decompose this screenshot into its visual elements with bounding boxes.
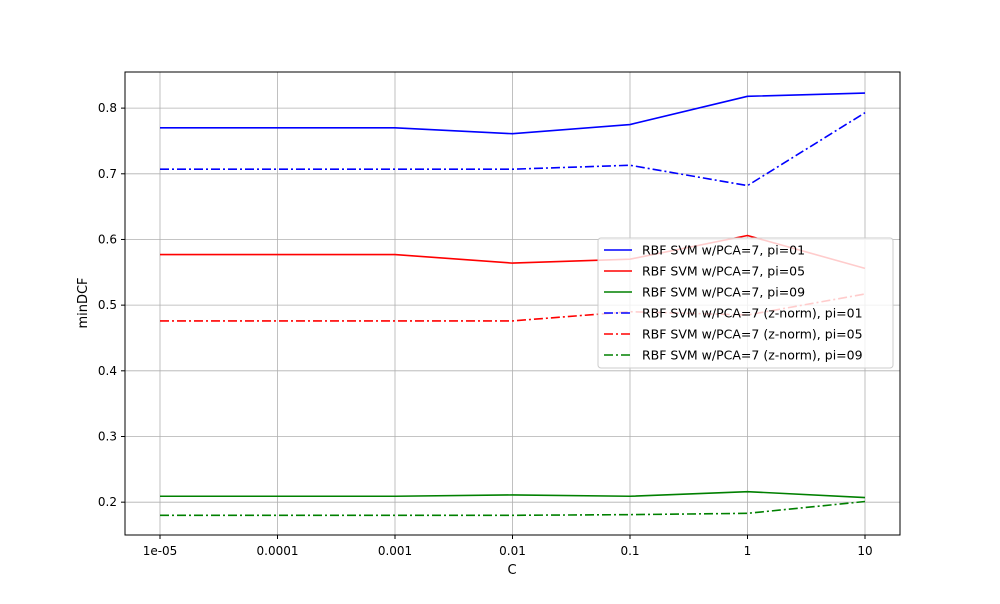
x-tick-label: 0.1 bbox=[620, 544, 639, 558]
legend: RBF SVM w/PCA=7, pi=01 RBF SVM w/PCA=7, p… bbox=[597, 237, 894, 369]
x-axis-label: C bbox=[507, 563, 516, 578]
y-tick-label: 0.6 bbox=[98, 232, 117, 246]
series-line-4 bbox=[160, 112, 866, 187]
series-line-1 bbox=[160, 92, 866, 135]
series-line-6 bbox=[160, 500, 866, 517]
y-tick-label: 0.5 bbox=[98, 298, 117, 312]
series-group bbox=[160, 92, 866, 517]
legend-entry-label: RBF SVM w/PCA=7, pi=01 bbox=[642, 243, 805, 258]
x-axis: 1e-05 0.0001 0.001 0.01 0.1 1 10 bbox=[143, 535, 873, 558]
x-tick-label: 0.0001 bbox=[257, 544, 299, 558]
legend-entry-label: RBF SVM w/PCA=7 (z-norm), pi=09 bbox=[642, 348, 863, 363]
series-line-3 bbox=[160, 490, 866, 499]
y-axis-label: minDCF bbox=[76, 277, 91, 328]
y-tick-label: 0.3 bbox=[98, 429, 117, 443]
y-tick-label: 0.2 bbox=[98, 495, 117, 509]
x-tick-label: 1 bbox=[744, 544, 752, 558]
legend-box bbox=[597, 237, 894, 369]
legend-entry-label: RBF SVM w/PCA=7 (z-norm), pi=05 bbox=[642, 327, 863, 342]
y-axis: 0.2 0.3 0.4 0.5 0.6 0.7 0.8 bbox=[98, 101, 125, 509]
y-tick-label: 0.8 bbox=[98, 101, 117, 115]
y-tick-label: 0.7 bbox=[98, 167, 117, 181]
x-tick-label: 0.001 bbox=[378, 544, 412, 558]
x-tick-label: 1e-05 bbox=[143, 544, 178, 558]
legend-entry-label: RBF SVM w/PCA=7, pi=09 bbox=[642, 285, 805, 300]
x-tick-label: 0.01 bbox=[499, 544, 526, 558]
legend-entry-label: RBF SVM w/PCA=7 (z-norm), pi=01 bbox=[642, 306, 863, 321]
y-tick-label: 0.4 bbox=[98, 364, 117, 378]
x-tick-label: 10 bbox=[857, 544, 872, 558]
series-line-5 bbox=[160, 293, 866, 322]
legend-entry-label: RBF SVM w/PCA=7, pi=05 bbox=[642, 264, 805, 279]
series-line-2 bbox=[160, 234, 866, 270]
